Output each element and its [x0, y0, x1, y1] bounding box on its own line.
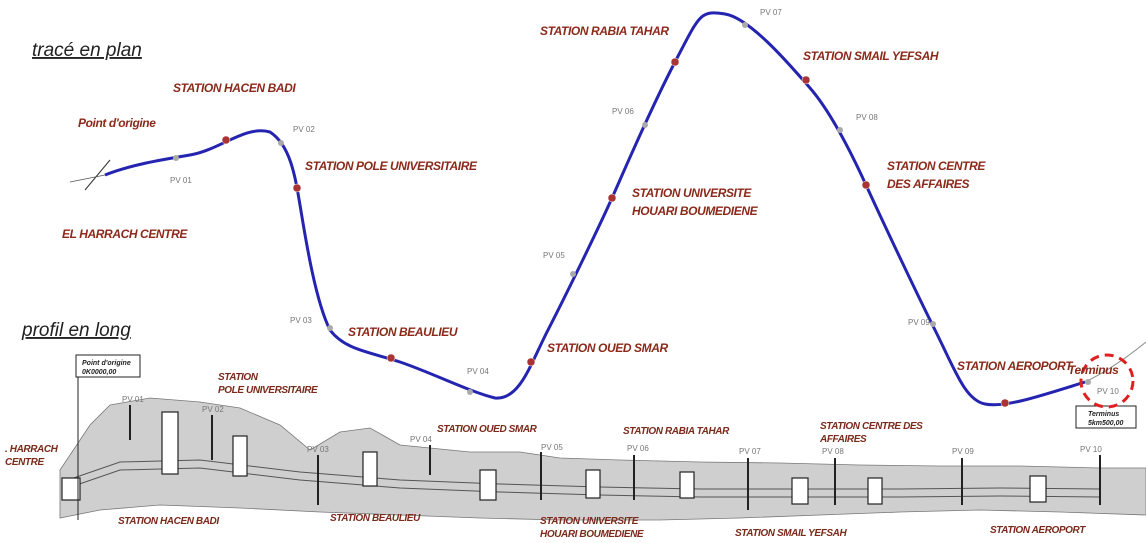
pv-dots — [173, 22, 1091, 395]
profile-pv-label: PV 08 — [822, 447, 844, 456]
station-label: STATION AEROPORT — [957, 359, 1074, 373]
station-label: STATION UNIVERSITE — [632, 186, 752, 200]
station-label: STATION HACEN BADI — [173, 81, 296, 95]
profile-terrain — [59, 397, 1146, 521]
profile-station-label: STATION RABIA TAHAR — [623, 426, 730, 437]
profile-station-label: AFFAIRES — [819, 434, 867, 445]
profile-station-label: CENTRE — [5, 457, 44, 468]
profile-station-label: STATION BEAULIEU — [330, 513, 421, 524]
profile-pv-label: PV 05 — [541, 443, 563, 452]
profile-station-label: STATION SMAIL YEFSAH — [735, 528, 847, 539]
profile-station-label: . HARRACH — [5, 444, 59, 455]
pv-label: PV 04 — [467, 367, 489, 376]
profile-station-label: STATION UNIVERSITE — [540, 516, 639, 527]
origin-tick — [69, 174, 106, 183]
origin-label: Point d'origine — [78, 116, 156, 130]
pv-label: PV 01 — [170, 176, 192, 185]
pv-label: PV 07 — [760, 8, 782, 17]
profile-pv-label: PV 06 — [627, 444, 649, 453]
profile-station-label: STATION AEROPORT — [990, 525, 1086, 536]
station-label: DES AFFAIRES — [887, 177, 969, 191]
extension — [1084, 341, 1146, 383]
profile-station-label: STATION CENTRE DES — [820, 421, 923, 432]
station-label: STATION BEAULIEU — [348, 325, 458, 339]
profile-pv-lines — [129, 405, 1101, 510]
heading: profil en long — [21, 320, 131, 341]
profile-pv-label: PV 07 — [739, 447, 761, 456]
box-text: 0K0000,00 — [82, 369, 116, 376]
profile-track — [61, 467, 1101, 498]
pv-label: PV 03 — [290, 316, 312, 325]
box-text: Terminus — [1088, 411, 1119, 418]
box-text: Point d'origine — [82, 360, 131, 367]
origin-tick — [84, 159, 111, 191]
profile-station-label: STATION — [218, 372, 259, 383]
station-label: STATION RABIA TAHAR — [540, 24, 669, 38]
box-text: 5km500,00 — [1088, 420, 1124, 427]
profile-station-label: STATION OUED SMAR — [437, 424, 538, 435]
station-label: STATION POLE UNIVERSITAIRE — [305, 159, 478, 173]
profile-pv-label: PV 09 — [952, 447, 974, 456]
profile-pv-label: PV 02 — [202, 405, 224, 414]
heading: tracé en plan — [32, 40, 142, 61]
profile-pv-label: PV 03 — [307, 445, 329, 454]
profile-track — [61, 459, 1101, 490]
station-dots — [221, 57, 1010, 408]
profile-pv-label: PV 10 — [1080, 445, 1102, 454]
pv-label: PV 08 — [856, 113, 878, 122]
station-label: STATION CENTRE — [887, 159, 986, 173]
terminus-box — [1075, 405, 1137, 429]
pv-label: PV 02 — [293, 125, 315, 134]
profile-station-label: STATION HACEN BADI — [118, 516, 219, 527]
profile-station-label: POLE UNIVERSITAIRE — [218, 385, 318, 396]
station-label: EL HARRACH CENTRE — [62, 227, 188, 241]
terminus-label: Terminus — [1068, 363, 1119, 377]
profile-pv-label: PV 01 — [122, 395, 144, 404]
station-label: HOUARI BOUMEDIENE — [632, 204, 759, 218]
pv-label: PV 06 — [612, 107, 634, 116]
station-label: STATION SMAIL YEFSAH — [803, 49, 939, 63]
origin-box — [75, 354, 141, 378]
profile-pv-label: PV 04 — [410, 435, 432, 444]
pv-label: PV 10 — [1097, 387, 1119, 396]
pv-label: PV 09 — [908, 318, 930, 327]
terminus-highlight — [1079, 353, 1135, 409]
pv-label: PV 05 — [543, 251, 565, 260]
profile-station-label: HOUARI BOUMEDIENE — [540, 529, 644, 540]
station-label: STATION OUED SMAR — [547, 341, 668, 355]
profile-stations — [61, 411, 1047, 505]
